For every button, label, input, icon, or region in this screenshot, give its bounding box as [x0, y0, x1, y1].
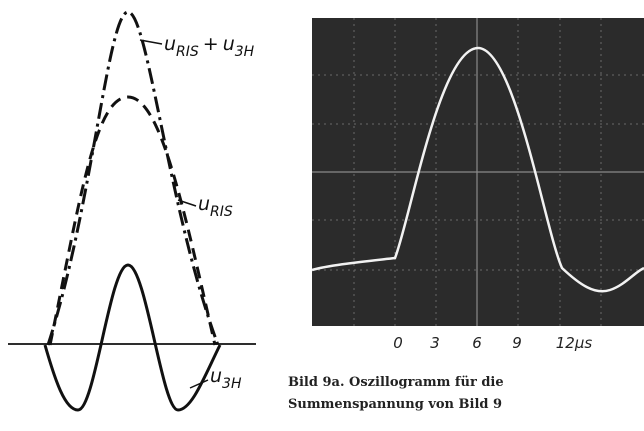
h3-label: u3H	[210, 365, 242, 392]
index: RIS	[210, 204, 233, 220]
axis-label: 3	[430, 334, 440, 352]
caption: Bild 9a. Oszillogramm für die	[288, 375, 504, 390]
index: RIS	[176, 44, 199, 60]
axis-label: 9	[512, 334, 522, 352]
oscilloscope-screen	[311, 18, 644, 326]
ris-label: uRIS	[198, 193, 233, 220]
trace	[311, 46, 644, 293]
axis-label: 0	[393, 334, 403, 352]
leader-line	[177, 199, 197, 207]
graticule	[312, 18, 644, 326]
symbol: u	[164, 33, 176, 55]
symbol: u	[210, 365, 222, 387]
leader-line	[189, 379, 209, 389]
h3-curve	[43, 263, 222, 412]
symbol: u	[223, 33, 235, 55]
leader-line	[139, 39, 163, 45]
symbol: u	[198, 193, 210, 215]
sum-label: uRIS + u3H	[164, 33, 255, 60]
ris-curve	[48, 95, 217, 346]
operator: +	[203, 33, 219, 55]
center-axes	[312, 18, 644, 326]
axis-label: 12µs	[556, 334, 593, 352]
caption: Summenspannung von Bild 9	[288, 397, 502, 412]
axis-label: 6	[472, 334, 482, 352]
waveform-diagram	[8, 10, 256, 412]
index: 3H	[222, 376, 242, 392]
sum-curve	[46, 10, 220, 346]
index: 3H	[235, 44, 255, 60]
